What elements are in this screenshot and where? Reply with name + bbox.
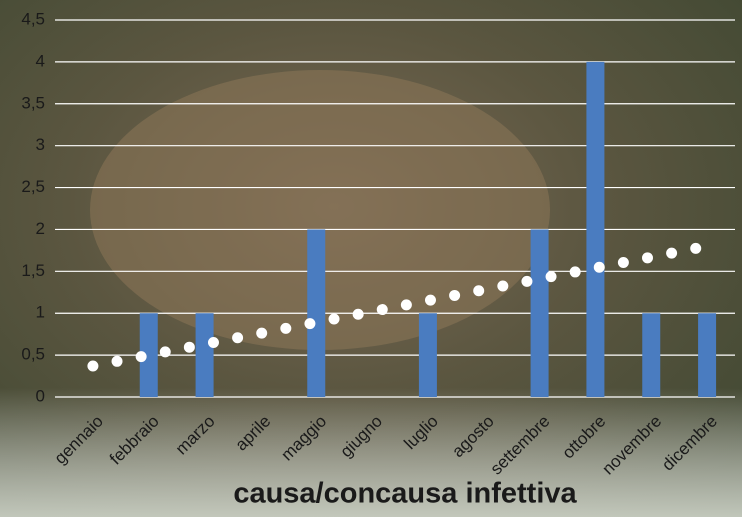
y-tick-label: 0,5 [21, 345, 45, 364]
bar [586, 61, 605, 398]
y-tick-label: 3,5 [21, 93, 45, 112]
bar [698, 313, 717, 397]
bar [530, 229, 549, 397]
bar [139, 313, 158, 397]
y-tick-label: 2 [36, 219, 45, 238]
y-tick-label: 2,5 [21, 177, 45, 196]
bar [195, 313, 214, 397]
y-tick-label: 4 [36, 51, 45, 70]
y-tick-label: 4,5 [21, 9, 45, 28]
y-tick-label: 1,5 [21, 261, 45, 280]
y-tick-label: 0 [36, 386, 45, 405]
bar [307, 229, 326, 397]
y-tick-label: 3 [36, 135, 45, 154]
y-tick-label: 1 [36, 303, 45, 322]
bar [418, 313, 437, 397]
chart-title: causa/concausa infettiva [233, 478, 577, 510]
bar [642, 313, 661, 397]
